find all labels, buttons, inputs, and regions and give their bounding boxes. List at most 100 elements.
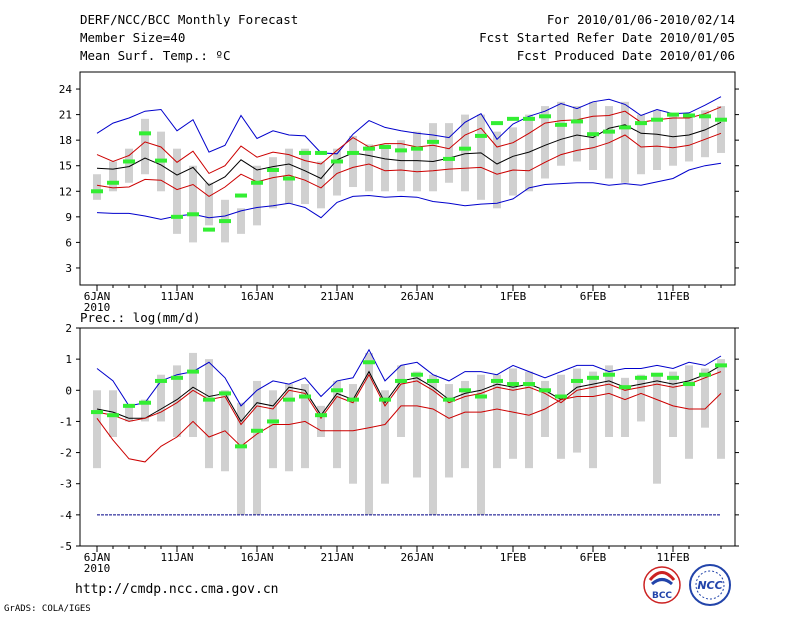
temp-ensemble-box: [333, 148, 341, 196]
temp-ensemble-box: [141, 118, 149, 175]
variable-label: Mean Surf. Temp.: ºC: [80, 48, 231, 63]
precip-year-label: 2010: [84, 562, 111, 575]
precip-observed-marker: [555, 394, 567, 399]
precip-ensemble-box: [461, 380, 469, 469]
temp-observed-marker: [539, 114, 551, 119]
temp-observed-marker: [715, 117, 727, 122]
precip-observed-marker: [331, 388, 343, 393]
precip-ensemble-box: [125, 405, 133, 422]
temp-observed-marker: [411, 146, 423, 151]
temp-ensemble-box: [557, 101, 565, 166]
precip-ensemble-box: [253, 380, 261, 515]
precip-ensemble-box: [477, 374, 485, 515]
precip-observed-marker: [235, 444, 247, 449]
forecast-period-label: For 2010/01/06-2010/02/14: [546, 12, 735, 27]
temp-y-tick-label: 18: [59, 134, 72, 147]
precip-observed-marker: [651, 372, 663, 377]
precip-observed-marker: [491, 378, 503, 383]
precip-panel-frame: [79, 327, 736, 547]
temp-observed-marker: [171, 214, 183, 219]
precip-observed-marker: [459, 388, 471, 393]
temp-observed-marker: [683, 113, 695, 118]
precip-observed-marker: [619, 385, 631, 390]
temp-ensemble-box: [93, 174, 101, 200]
precip-observed-marker: [523, 382, 535, 387]
temp-ensemble-box: [109, 161, 117, 192]
precip-ensemble-box: [317, 405, 325, 437]
temp-observed-marker: [651, 117, 663, 122]
temp-y-tick-label: 15: [59, 160, 72, 173]
temp-observed-marker: [363, 146, 375, 151]
temp-ensemble-box: [397, 140, 405, 192]
temp-observed-marker: [587, 132, 599, 137]
precip-ensemble-box: [653, 374, 661, 484]
source-url: http://cmdp.ncc.cma.gov.cn: [75, 582, 279, 597]
temp-ensemble-box: [685, 114, 693, 162]
precip-ensemble-box: [685, 365, 693, 459]
precip-observed-marker: [603, 372, 615, 377]
precip-observed-marker: [123, 403, 135, 408]
precip-observed-marker: [155, 378, 167, 383]
temp-observed-marker: [635, 121, 647, 126]
temp-observed-marker: [203, 227, 215, 232]
temp-observed-marker: [443, 156, 455, 161]
precip-x-tick-label: 26JAN: [400, 551, 433, 564]
precip-ensemble-box: [509, 368, 517, 459]
temp-ensemble-box: [445, 123, 453, 183]
precip-observed-marker: [283, 397, 295, 402]
temp-observed-marker: [123, 159, 135, 164]
temp-upper-line: [96, 106, 722, 175]
temp-observed-marker: [283, 176, 295, 181]
temp-observed-marker: [459, 146, 471, 151]
precip-ensemble-box: [445, 384, 453, 478]
temp-observed-marker: [219, 219, 231, 224]
temp-y-tick-label: 3: [65, 262, 72, 275]
temp-max-line: [96, 96, 722, 155]
precip-observed-marker: [395, 378, 407, 383]
precip-observed-marker: [379, 397, 391, 402]
precip-ensemble-box: [189, 352, 197, 437]
temp-observed-marker: [555, 122, 567, 127]
precip-observed-marker: [347, 397, 359, 402]
temp-observed-marker: [427, 139, 439, 144]
precip-ensemble-box: [381, 390, 389, 484]
temp-observed-marker: [155, 158, 167, 163]
precip-ensemble-box: [301, 384, 309, 469]
precip-observed-marker: [315, 413, 327, 418]
forecast-started-label: Fcst Started Refer Date 2010/01/05: [479, 30, 735, 45]
temp-ensemble-box: [637, 114, 645, 175]
temp-ensemble-box: [509, 127, 517, 196]
grads-credit: GrADS: COLA/IGES: [4, 604, 91, 614]
precip-observed-marker: [667, 375, 679, 380]
precip-observed-marker: [171, 375, 183, 380]
temp-y-tick-label: 24: [59, 83, 73, 96]
ncc-logo: NCC: [689, 564, 731, 606]
ncc-logo-text: NCC: [697, 579, 722, 592]
precip-ensemble-box: [525, 371, 533, 469]
temp-ensemble-box: [205, 182, 213, 226]
temp-observed-marker: [491, 121, 503, 126]
temp-lower-line: [96, 132, 722, 197]
precip-observed-marker: [635, 375, 647, 380]
precip-observed-marker: [267, 419, 279, 424]
precip-observed-marker: [299, 394, 311, 399]
temp-observed-marker: [475, 133, 487, 138]
precip-observed-marker: [699, 372, 711, 377]
precip-observed-marker: [475, 394, 487, 399]
temp-observed-marker: [619, 125, 631, 130]
precip-ensemble-box: [717, 359, 725, 459]
temp-ensemble-box: [189, 165, 197, 243]
temp-observed-marker: [251, 180, 263, 185]
temp-observed-marker: [571, 119, 583, 124]
precip-ensemble-box: [669, 371, 677, 437]
temp-observed-marker: [235, 193, 247, 198]
bcc-logo-text: BCC: [652, 591, 672, 601]
temp-y-tick-label: 12: [59, 185, 72, 198]
precip-x-tick-label: 16JAN: [240, 551, 273, 564]
precip-x-tick-label: 6JAN: [84, 551, 111, 564]
bcc-logo: BCC: [643, 566, 681, 604]
precip-observed-marker: [139, 400, 151, 405]
precip-observed-marker: [715, 363, 727, 368]
